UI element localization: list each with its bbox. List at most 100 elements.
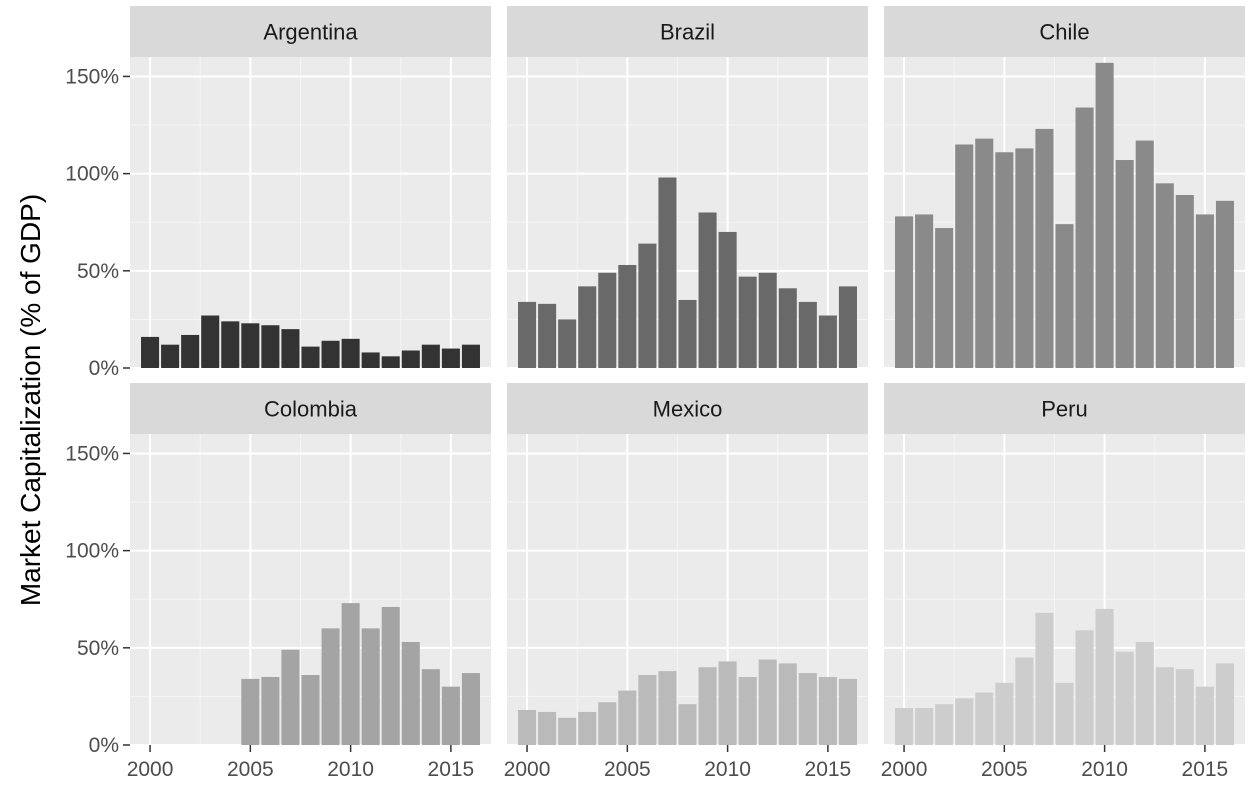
facet-strip-label: Argentina xyxy=(263,20,358,45)
facet-panels: Argentina 0% 50% 100% 150% Brazil Chile Colombi… xyxy=(65,6,1245,781)
bar-chile-2000 xyxy=(895,216,914,368)
bar-chile-2002 xyxy=(935,228,954,368)
bar-colombia-2005 xyxy=(241,678,260,745)
bar-mexico-2013 xyxy=(778,663,797,745)
bar-mexico-2007 xyxy=(658,671,677,745)
bar-mexico-2004 xyxy=(598,702,617,745)
bar-argentina-2012 xyxy=(381,356,400,368)
facet-strip xyxy=(507,6,868,57)
bar-colombia-2016 xyxy=(461,673,480,745)
bar-mexico-2015 xyxy=(818,676,837,745)
bar-chile-2013 xyxy=(1155,183,1174,368)
bar-mexico-2006 xyxy=(638,675,657,745)
facet-panel-peru: Peru 2000 2005 2010 2015 xyxy=(881,383,1245,781)
facet-panel-argentina: Argentina 0% 50% 100% 150% xyxy=(65,6,491,380)
bar-chile-2014 xyxy=(1175,195,1194,368)
bar-colombia-2015 xyxy=(441,686,460,745)
bar-argentina-2008 xyxy=(301,346,320,368)
y-tick-label: 0% xyxy=(89,734,119,757)
bar-peru-2003 xyxy=(955,698,974,745)
facet-strip xyxy=(507,383,868,434)
bar-colombia-2010 xyxy=(341,603,360,745)
facet-panel-colombia: Colombia 0% 50% 100% 150% 2000 2005 2010 2015 xyxy=(65,383,491,781)
bar-peru-2009 xyxy=(1075,630,1094,745)
bar-peru-2004 xyxy=(975,692,994,745)
bar-peru-2016 xyxy=(1215,663,1234,745)
y-tick-label: 100% xyxy=(65,163,119,186)
bar-mexico-2003 xyxy=(578,711,597,745)
bar-chile-2015 xyxy=(1195,214,1214,368)
bar-peru-2011 xyxy=(1115,651,1134,745)
bar-mexico-2001 xyxy=(538,711,557,745)
bar-mexico-2000 xyxy=(518,710,537,745)
x-tick-label: 2015 xyxy=(428,758,475,781)
facet-strip xyxy=(130,383,491,434)
bar-mexico-2012 xyxy=(758,659,777,745)
x-tick-label: 2000 xyxy=(504,758,551,781)
facet-strip xyxy=(884,6,1245,57)
bar-mexico-2009 xyxy=(698,667,717,745)
bar-argentina-2005 xyxy=(241,323,260,368)
bar-chile-2005 xyxy=(995,152,1014,368)
x-tick-label: 2005 xyxy=(981,758,1028,781)
bar-peru-2008 xyxy=(1055,682,1074,745)
bar-peru-2013 xyxy=(1155,667,1174,745)
bar-brazil-2006 xyxy=(638,243,657,368)
bar-argentina-2003 xyxy=(201,315,220,368)
x-tick-label: 2010 xyxy=(704,758,751,781)
bar-brazil-2005 xyxy=(618,264,637,368)
bar-argentina-2001 xyxy=(161,344,180,368)
bar-peru-2001 xyxy=(915,708,934,745)
bar-peru-2010 xyxy=(1095,608,1114,745)
bar-colombia-2009 xyxy=(321,628,340,745)
facet-strip xyxy=(884,383,1245,434)
bar-chile-2003 xyxy=(955,144,974,368)
bar-brazil-2009 xyxy=(698,212,717,368)
x-tick-label: 2015 xyxy=(805,758,852,781)
y-tick-label: 150% xyxy=(65,65,119,88)
facet-panel-chile: Chile xyxy=(884,6,1245,369)
bar-mexico-2014 xyxy=(798,673,817,745)
bar-argentina-2009 xyxy=(321,340,340,368)
bar-argentina-2013 xyxy=(401,350,420,368)
bar-chile-2010 xyxy=(1095,62,1114,369)
bar-argentina-2016 xyxy=(461,344,480,368)
x-tick-label: 2005 xyxy=(227,758,274,781)
bar-mexico-2016 xyxy=(838,678,857,745)
x-tick-label: 2010 xyxy=(1081,758,1128,781)
bar-colombia-2012 xyxy=(381,606,400,745)
facet-strip xyxy=(130,6,491,57)
bar-chile-2012 xyxy=(1135,140,1154,368)
bar-chile-2008 xyxy=(1055,224,1074,368)
facet-panel-brazil: Brazil xyxy=(507,6,868,369)
facet-strip-label: Brazil xyxy=(660,20,715,45)
bar-chile-2004 xyxy=(975,138,994,368)
bar-chile-2006 xyxy=(1015,148,1034,368)
bar-argentina-2000 xyxy=(141,336,160,368)
facet-strip-label: Colombia xyxy=(264,397,358,422)
bar-brazil-2014 xyxy=(798,301,817,368)
bar-argentina-2010 xyxy=(341,338,360,368)
facet-strip-label: Mexico xyxy=(653,397,723,422)
bar-brazil-2015 xyxy=(818,315,837,368)
x-tick-label: 2000 xyxy=(127,758,174,781)
y-tick-label: 0% xyxy=(89,357,119,380)
bar-peru-2002 xyxy=(935,704,954,745)
facet-strip-label: Peru xyxy=(1041,397,1087,422)
facet-strip-label: Chile xyxy=(1039,20,1089,45)
facet-panel-mexico: Mexico 2000 2005 2010 2015 xyxy=(504,383,868,781)
x-tick-label: 2015 xyxy=(1182,758,1229,781)
bar-colombia-2008 xyxy=(301,675,320,745)
bar-brazil-2007 xyxy=(658,177,677,368)
bar-brazil-2011 xyxy=(738,276,757,368)
bar-chile-2009 xyxy=(1075,107,1094,368)
bar-argentina-2011 xyxy=(361,352,380,368)
bar-mexico-2008 xyxy=(678,704,697,745)
panel-background xyxy=(130,57,491,368)
bar-brazil-2001 xyxy=(538,303,557,368)
x-tick-label: 2000 xyxy=(881,758,928,781)
bar-brazil-2010 xyxy=(718,231,737,368)
bar-peru-2015 xyxy=(1195,686,1214,745)
bar-brazil-2008 xyxy=(678,299,697,368)
bar-peru-2012 xyxy=(1135,641,1154,745)
